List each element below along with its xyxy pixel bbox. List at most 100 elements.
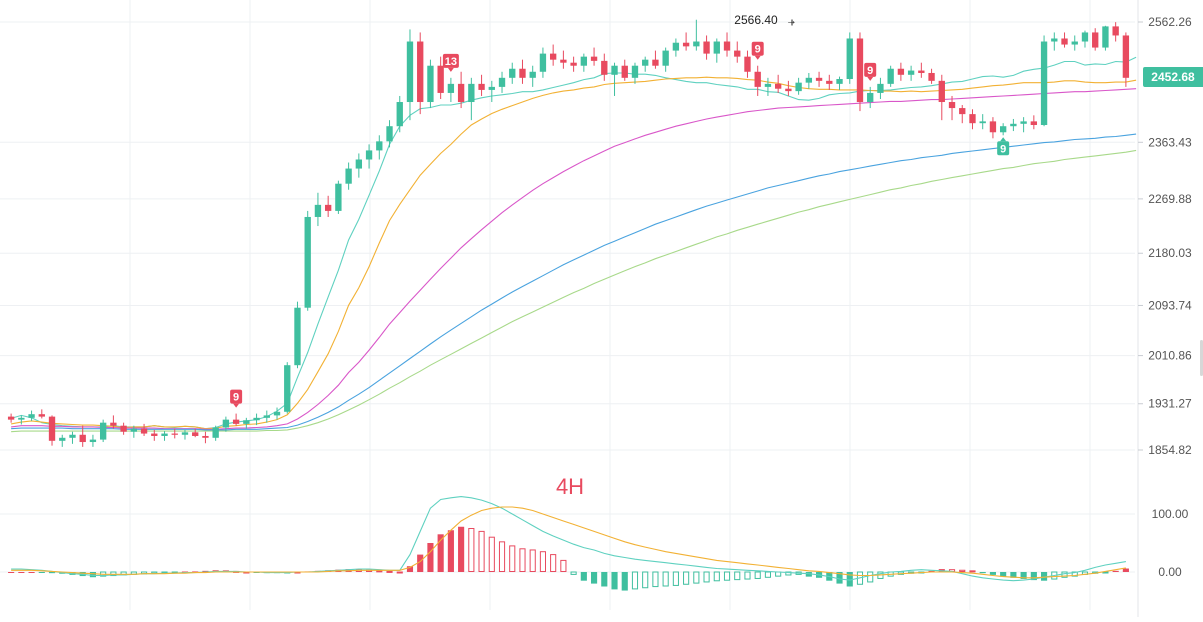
- td-count-badge: [751, 41, 764, 56]
- candle: [529, 65, 536, 87]
- candle: [918, 62, 925, 78]
- macd-histogram-bar: [683, 571, 690, 585]
- macd-histogram-bar: [601, 572, 608, 587]
- candle-body: [222, 419, 230, 428]
- td-count-pointer: [867, 76, 874, 81]
- candle-body: [1061, 38, 1068, 45]
- candle-body: [928, 72, 935, 81]
- candle-body: [560, 59, 567, 63]
- macd-histogram-bar: [642, 571, 649, 589]
- candle-body: [1010, 123, 1017, 127]
- candle-body: [488, 86, 495, 90]
- td-count-pointer: [447, 67, 454, 72]
- candle-body: [590, 56, 598, 61]
- candle-body: [826, 80, 833, 84]
- macd-histogram-bar: [570, 571, 577, 575]
- candle: [734, 41, 741, 63]
- candle: [365, 144, 373, 169]
- candle: [621, 59, 628, 81]
- candle-body: [867, 92, 874, 103]
- candle-body: [642, 59, 649, 66]
- candle: [69, 431, 76, 444]
- macd-histogram-bar: [1071, 571, 1078, 577]
- candle: [99, 419, 107, 443]
- macd-histogram-bar: [652, 571, 659, 588]
- macd-histogram-bar: [488, 536, 495, 573]
- td-count-badge: [442, 53, 459, 68]
- candle: [273, 407, 281, 420]
- candle-body: [1112, 26, 1119, 36]
- candle: [846, 32, 853, 84]
- candle: [764, 77, 772, 96]
- macd-histogram-bar: [734, 571, 741, 581]
- candle-body: [59, 437, 66, 441]
- macd-histogram-bar: [703, 571, 710, 583]
- candle: [887, 65, 894, 87]
- price-tick-label: 1854.82: [1148, 443, 1192, 457]
- macd-histogram-bar: [18, 572, 25, 573]
- candle-body: [345, 168, 352, 184]
- candle: [642, 56, 649, 72]
- candle-body: [509, 68, 516, 78]
- candle-body: [151, 433, 158, 436]
- macd-histogram-bar: [785, 571, 792, 576]
- macd-timeframe-label: 4H: [556, 474, 584, 499]
- candle: [938, 74, 945, 121]
- candle-body: [529, 71, 536, 78]
- macd-histogram-bar: [836, 572, 843, 584]
- candle: [795, 77, 802, 95]
- macd-histogram-bar: [928, 570, 935, 572]
- candle: [192, 428, 199, 438]
- candle: [48, 415, 56, 446]
- td-count-label: 9: [997, 137, 1010, 156]
- candle: [130, 425, 138, 438]
- candle: [754, 65, 761, 96]
- candle-body: [140, 428, 148, 434]
- candle: [376, 135, 383, 160]
- candle: [560, 50, 567, 69]
- candle-body: [161, 433, 168, 436]
- candle-body: [570, 62, 577, 66]
- scroll-handle[interactable]: [1200, 340, 1203, 376]
- candle: [222, 416, 230, 432]
- candle-body: [621, 65, 628, 78]
- macd-histogram-bar: [468, 528, 475, 572]
- candle-body: [171, 433, 178, 435]
- candle: [181, 429, 189, 440]
- candle-body: [1102, 26, 1109, 48]
- candle: [59, 434, 66, 447]
- macd-histogram-bar: [1030, 572, 1037, 581]
- candle: [815, 71, 823, 87]
- candle-body: [273, 411, 281, 416]
- candle: [713, 38, 720, 63]
- macd-histogram-bar: [28, 572, 35, 573]
- candle-body: [969, 114, 976, 124]
- candle-body: [263, 415, 270, 418]
- macd-histogram-bar: [417, 554, 424, 572]
- macd-histogram-bar: [406, 566, 414, 572]
- macd-histogram-bar: [447, 530, 454, 572]
- current-price-tag: 2452.68: [1143, 67, 1203, 87]
- macd-histogram-bar: [509, 545, 516, 573]
- candle: [928, 68, 935, 84]
- macd-histogram-bar: [989, 572, 996, 575]
- candle-body: [304, 216, 311, 308]
- macd-histogram-bar: [1010, 572, 1017, 578]
- candle-body: [48, 416, 56, 441]
- ma-line-ma_mid: [11, 76, 1137, 430]
- candle: [948, 95, 956, 121]
- candle-body: [181, 432, 189, 435]
- macd-histogram-bar: [713, 571, 720, 582]
- candle-body: [110, 422, 117, 426]
- macd-histogram-bar: [1000, 572, 1007, 577]
- candle-body: [202, 435, 209, 438]
- price-tick-label: 2093.74: [1148, 298, 1192, 312]
- candle: [161, 431, 168, 441]
- macd-histogram-bar: [89, 572, 96, 578]
- td-count-pointer: [754, 55, 761, 60]
- candle-body: [417, 41, 424, 103]
- macd-histogram-bar: [386, 570, 393, 573]
- candle: [539, 47, 547, 78]
